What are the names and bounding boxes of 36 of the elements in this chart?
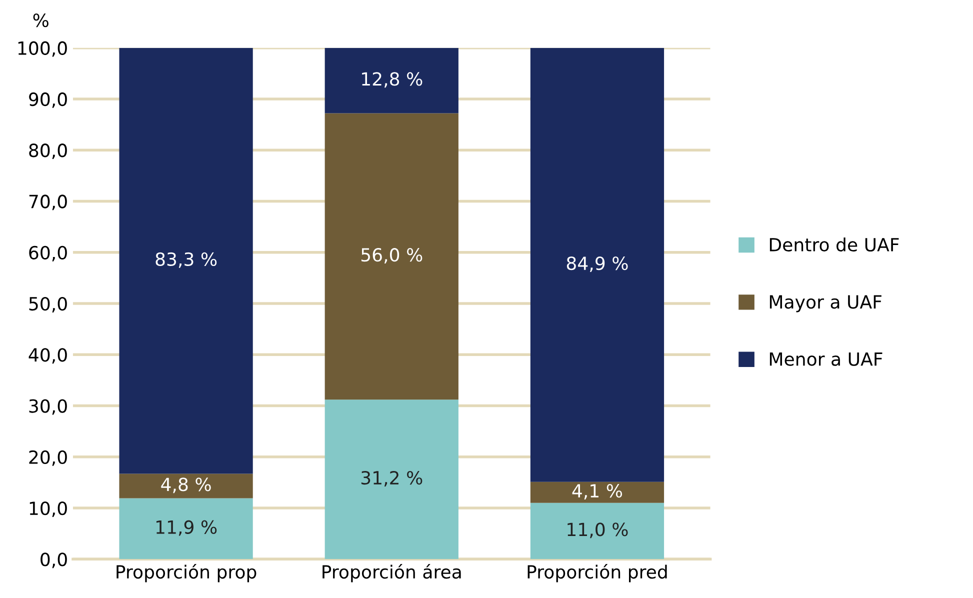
data-label: 56,0 % xyxy=(361,248,422,264)
data-label: 11,9 % xyxy=(156,520,217,536)
data-label: 4,8 % xyxy=(161,478,211,494)
y-tick-label: 0,0 xyxy=(40,552,67,568)
y-tick-label: 70,0 xyxy=(29,194,67,210)
data-label: 4,1 % xyxy=(572,484,622,500)
bar xyxy=(119,48,253,474)
x-tick-label: Proporción prop xyxy=(116,564,256,582)
y-tick-label: 10,0 xyxy=(30,501,67,517)
data-label: 12,8 % xyxy=(362,72,422,88)
bar xyxy=(324,113,458,400)
bar xyxy=(530,48,664,482)
bar xyxy=(530,482,664,503)
y-tick-label: 100,0 xyxy=(18,41,67,57)
y-tick-label: 40,0 xyxy=(28,348,67,364)
x-tick-label: Proporción pred xyxy=(528,564,667,582)
y-tick-label: 20,0 xyxy=(29,450,67,466)
data-label: 11,0 % xyxy=(568,522,628,538)
data-label: 83,3 % xyxy=(156,252,217,268)
legend-label: Menor a UAF xyxy=(770,352,882,366)
y-tick-label: 80,0 xyxy=(29,144,67,160)
bar xyxy=(324,48,458,114)
y-tick-label: 30,0 xyxy=(29,399,67,415)
x-tick-label: Proporción área xyxy=(322,564,461,582)
data-label: 84,9 % xyxy=(566,256,628,272)
bar xyxy=(119,498,253,560)
legend-label: Dentro de UAF xyxy=(770,238,899,252)
y-axis-title: % xyxy=(33,14,48,28)
data-label: 31,2 % xyxy=(361,470,422,486)
bar xyxy=(119,474,253,498)
y-tick-label: 60,0 xyxy=(29,246,67,262)
y-tick-label: 50,0 xyxy=(29,296,67,312)
legend-label: Mayor a UAF xyxy=(770,295,882,312)
bar xyxy=(530,502,664,560)
bar xyxy=(324,400,458,560)
y-tick-label: 90,0 xyxy=(29,92,67,108)
